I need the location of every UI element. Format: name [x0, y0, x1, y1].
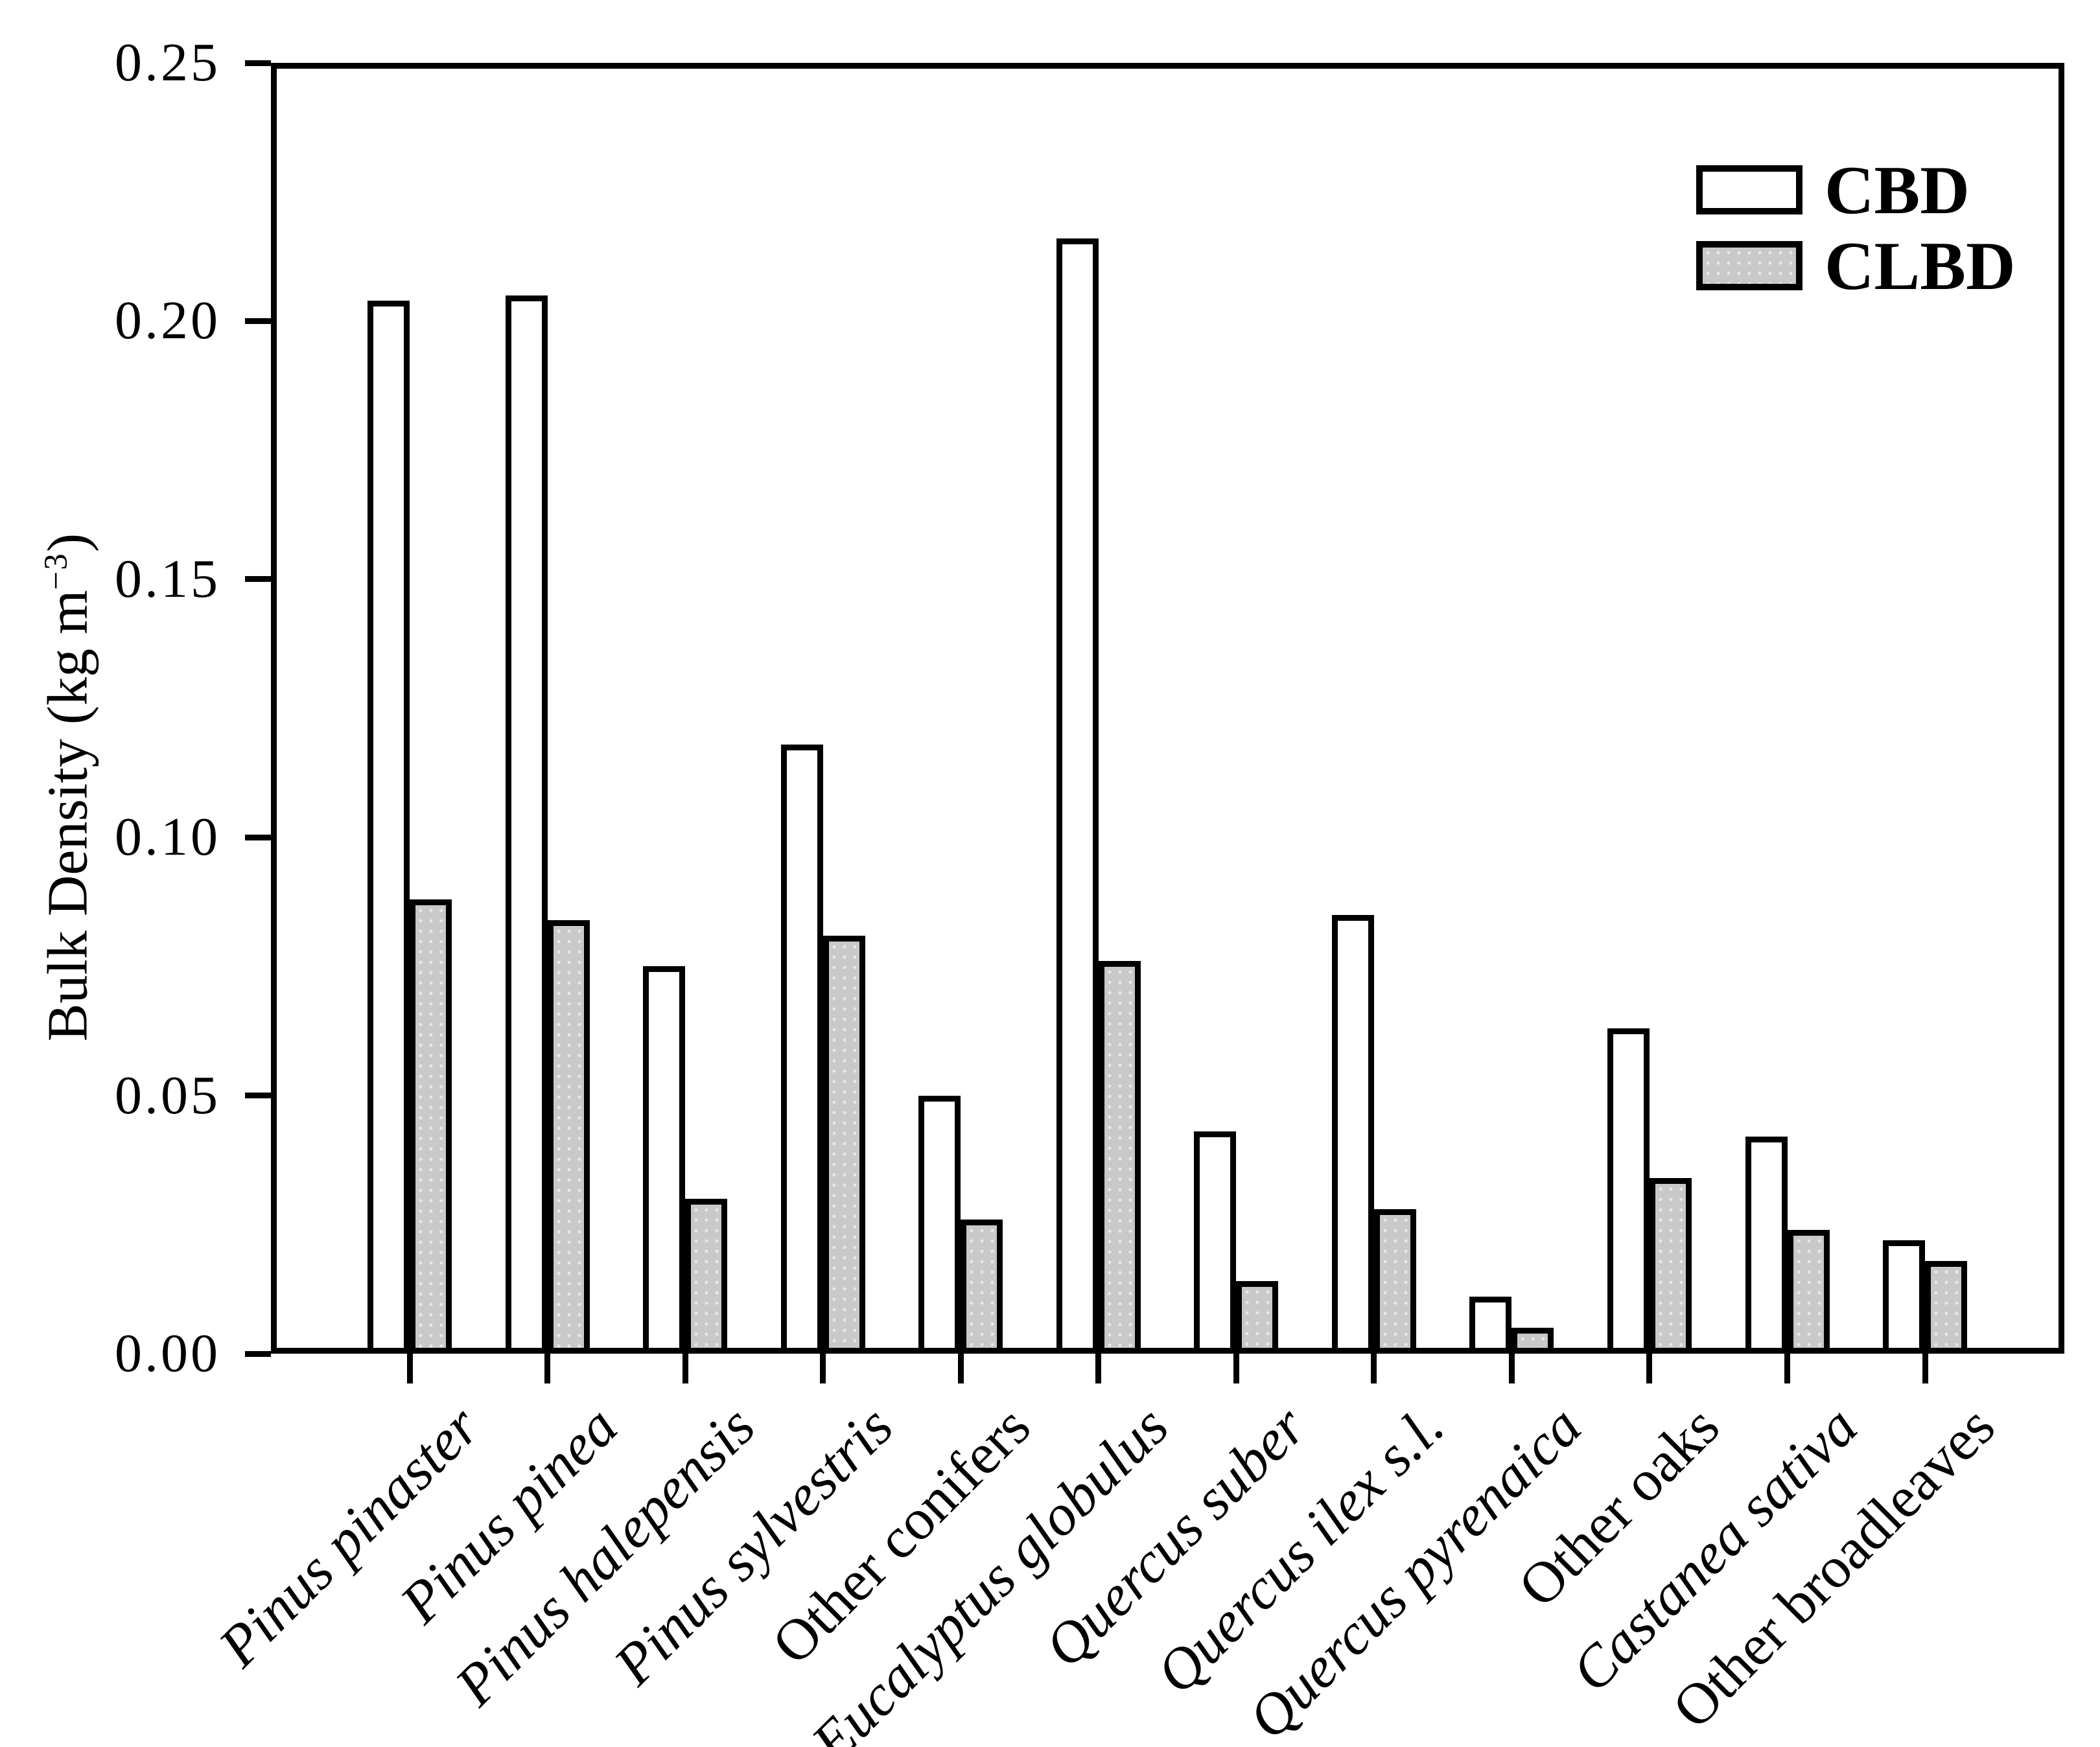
y-axis-tick: [245, 576, 271, 583]
legend-label-clbd: CLBD: [1825, 228, 2016, 304]
x-axis-tick: [544, 1354, 551, 1383]
bar-cbd: [505, 295, 548, 1354]
bar-clbd: [1098, 961, 1141, 1354]
x-axis-tick: [1646, 1354, 1653, 1383]
y-axis-tick-label: 0.20: [115, 290, 220, 351]
y-axis-tick-label: 0.10: [115, 807, 220, 868]
y-axis-tick-label: 0.25: [115, 32, 220, 93]
bar-cbd: [368, 301, 410, 1354]
plot-frame: [271, 63, 2064, 1354]
y-axis-tick-label: 0.00: [115, 1323, 220, 1383]
y-axis-title: Bulk Density (kg m−3): [36, 533, 101, 1041]
bar-clbd: [961, 1220, 1003, 1354]
bar-clbd: [822, 936, 865, 1354]
plot-area: [245, 60, 2064, 1383]
bar-cbd: [918, 1096, 961, 1354]
bar-cbd: [780, 745, 823, 1354]
y-axis-tick: [245, 318, 271, 324]
x-axis-tick: [957, 1354, 964, 1383]
y-axis-tick: [245, 60, 271, 66]
x-axis-tick: [1371, 1354, 1377, 1383]
x-axis-tick: [1922, 1354, 1928, 1383]
bar-clbd: [1925, 1261, 1968, 1354]
bar-cbd: [1056, 238, 1099, 1354]
legend-label-cbd: CBD: [1825, 152, 1970, 228]
bar-cbd: [1331, 915, 1374, 1354]
legend-swatch-clbd: [1696, 241, 1802, 290]
bar-clbd: [1649, 1178, 1692, 1354]
y-axis-title-close: ): [36, 533, 100, 553]
bar-cbd: [1607, 1028, 1650, 1354]
y-axis-tick: [245, 1093, 271, 1099]
bar-cbd: [1194, 1131, 1237, 1354]
y-axis-tick: [245, 834, 271, 840]
bar-cbd: [1745, 1137, 1788, 1354]
x-axis-tick: [1784, 1354, 1790, 1383]
bar-clbd: [1511, 1328, 1554, 1354]
bar-clbd: [547, 920, 590, 1354]
legend-swatch-cbd: [1696, 165, 1802, 214]
bar-cbd: [1469, 1297, 1512, 1354]
y-axis-tick: [245, 1350, 271, 1357]
bar-clbd: [1236, 1281, 1279, 1354]
x-axis-tick: [820, 1354, 826, 1383]
x-axis-tick: [1508, 1354, 1515, 1383]
bar-clbd: [1787, 1230, 1830, 1354]
bar-cbd: [1883, 1240, 1926, 1354]
x-axis-tick: [682, 1354, 688, 1383]
y-axis-tick-label: 0.05: [115, 1065, 220, 1126]
bar-cbd: [643, 966, 686, 1354]
bar-clbd: [685, 1199, 728, 1354]
x-axis-tick: [406, 1354, 413, 1383]
bar-clbd: [1373, 1209, 1416, 1354]
x-axis-tick: [1233, 1354, 1239, 1383]
y-axis-tick-label: 0.15: [115, 548, 220, 609]
bar-clbd: [410, 899, 452, 1354]
x-axis-tick: [1095, 1354, 1102, 1383]
